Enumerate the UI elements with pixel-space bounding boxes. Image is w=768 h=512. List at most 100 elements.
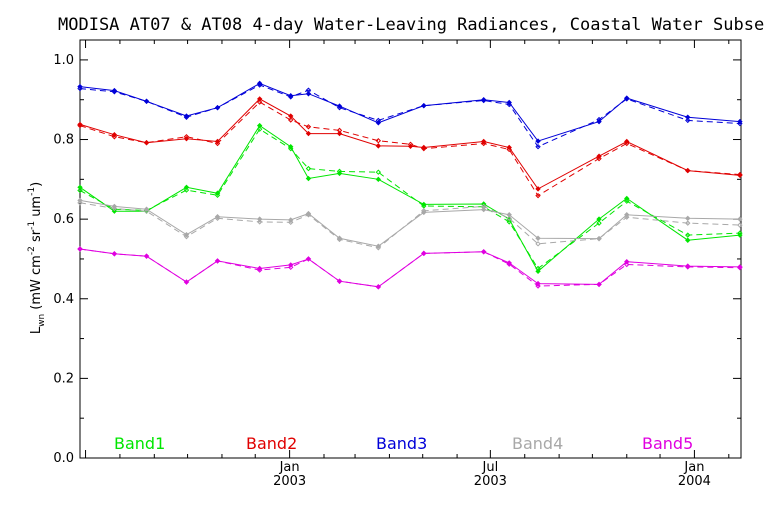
data-point-dashed (375, 138, 382, 144)
series-line-dashed (79, 202, 740, 249)
data-point (305, 130, 312, 137)
svg-text:Lwn (mW cm-2 sr-1 um-1): Lwn (mW cm-2 sr-1 um-1) (27, 182, 47, 334)
data-point-dashed (596, 116, 602, 123)
data-point-dashed (375, 284, 382, 290)
data-point-dashed (737, 171, 743, 178)
data-point (305, 210, 312, 217)
data-point (183, 113, 190, 119)
x-tick-year: 2003 (474, 474, 507, 489)
data-point (737, 216, 743, 222)
ylabel-units-end: um (29, 196, 44, 221)
data-point (737, 264, 743, 270)
data-point-dashed (183, 134, 190, 140)
data-point (685, 263, 691, 269)
x-tick-year: 2004 (678, 474, 711, 489)
ylabel-sub: wn (37, 314, 47, 327)
data-point-dashed (256, 219, 263, 225)
data-point-dashed (183, 279, 190, 285)
data-point-dashed (256, 267, 263, 273)
data-point-dashed (685, 167, 691, 174)
series-band2 (77, 96, 743, 199)
data-point (535, 186, 541, 192)
data-point-dashed (506, 146, 512, 153)
y-tick-label: 0.6 (53, 212, 74, 227)
x-tick-month: Jul (482, 460, 499, 475)
ylabel-units: (mW cm (29, 255, 44, 310)
data-point-dashed (480, 97, 487, 104)
series-band4 (77, 197, 743, 251)
series-line-solid (79, 248, 740, 288)
data-point-dashed (535, 192, 541, 199)
series-line-dashed (79, 248, 740, 288)
data-point-dashed (596, 220, 602, 226)
series-line-solid (79, 98, 740, 190)
y-tick-label: 0.8 (53, 133, 74, 148)
data-point-dashed (535, 283, 541, 289)
data-point-dashed (183, 114, 190, 120)
data-point-dashed (407, 141, 414, 148)
data-point-dashed (624, 96, 630, 102)
y-axis-ticks: 0.0 0.2 0.4 0.6 0.8 1.0 (53, 53, 741, 466)
legend: Band1 Band2 Band3 Band4 Band5 (114, 434, 693, 453)
data-point-dashed (421, 102, 427, 109)
data-point-dashed (480, 249, 487, 255)
data-point-dashed (506, 101, 512, 108)
data-point-dashed (624, 140, 630, 147)
legend-band5: Band5 (642, 434, 693, 453)
data-point-dashed (77, 85, 83, 92)
data-point-dashed (256, 82, 263, 88)
data-point-dashed (480, 203, 487, 210)
data-point (305, 91, 312, 97)
data-point-dashed (506, 219, 512, 225)
data-point-dashed (685, 264, 691, 270)
data-point-dashed (421, 250, 427, 257)
data-point-dashed (288, 145, 294, 152)
data-point-dashed (624, 198, 630, 204)
data-point-dashed (421, 145, 427, 152)
data-point (535, 235, 541, 241)
ylabel-sup1: -2 (27, 246, 37, 255)
x-tick-month: Jan (279, 460, 300, 475)
series-band3 (77, 80, 743, 150)
data-point-dashed (183, 187, 190, 193)
data-point (375, 143, 382, 149)
data-point-dashed (685, 232, 691, 238)
series-line-dashed (79, 128, 740, 270)
data-point-dashed (183, 233, 190, 240)
data-point-dashed (737, 265, 743, 271)
data-point-dashed (77, 187, 83, 194)
data-point-dashed (305, 87, 312, 93)
series-line-solid (79, 124, 740, 273)
data-point-dashed (685, 220, 691, 226)
y-tick-label: 0.2 (53, 371, 74, 386)
legend-band2: Band2 (246, 434, 297, 453)
data-point-dashed (596, 155, 602, 162)
data-point (737, 172, 743, 179)
data-point (480, 97, 487, 103)
data-point (336, 235, 343, 241)
data-point-dashed (737, 120, 743, 127)
data-point-dashed (288, 219, 294, 226)
data-point-dashed (111, 89, 118, 95)
data-point (685, 215, 691, 222)
series-line-solid (79, 199, 740, 247)
series-line-dashed (79, 84, 740, 148)
data-point (421, 144, 427, 151)
ylabel-close: ) (29, 182, 44, 187)
data-point-dashed (336, 104, 343, 111)
ylabel-units-mid: sr (29, 229, 44, 246)
series-band1 (77, 122, 743, 275)
data-point-dashed (535, 143, 541, 150)
data-point (506, 212, 512, 218)
legend-band1: Band1 (114, 434, 165, 453)
data-point-dashed (143, 208, 150, 214)
series-line-dashed (79, 101, 740, 197)
data-point-dashed (111, 205, 118, 212)
data-point-dashed (305, 165, 312, 172)
data-point-dashed (421, 208, 427, 214)
ylabel-sup3: -1 (27, 187, 37, 196)
data-point-dashed (214, 192, 221, 198)
data-point-dashed (375, 245, 382, 251)
